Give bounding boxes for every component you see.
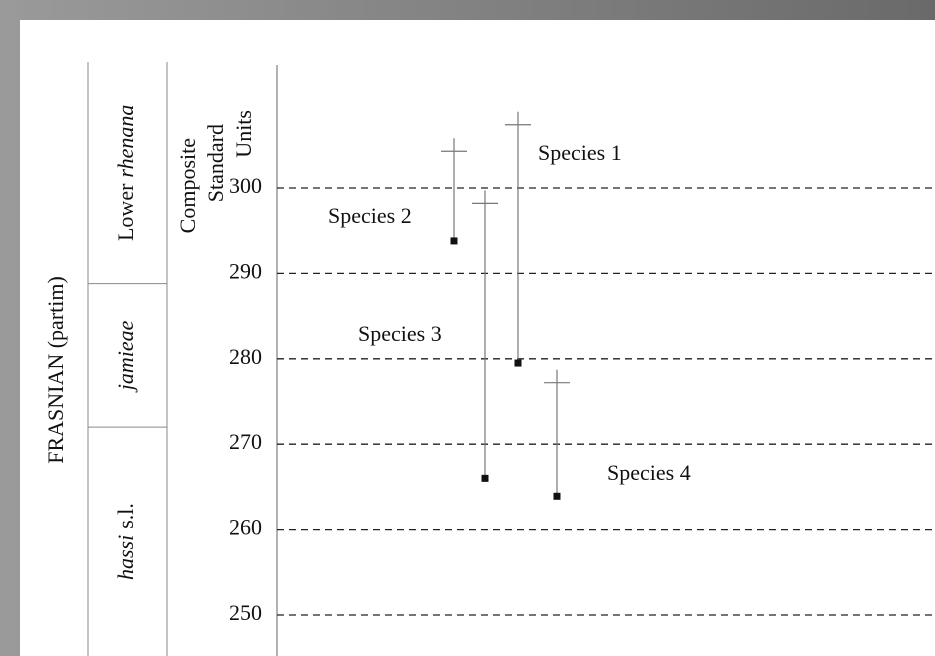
- y-axis-title: Standard: [203, 124, 228, 202]
- first-occurrence: [514, 359, 522, 367]
- y-tick-label: 300: [229, 173, 262, 198]
- y-axis-title: Composite: [175, 138, 200, 233]
- zone-label-part: hassi: [113, 535, 138, 580]
- first-occurrence: [553, 492, 561, 500]
- first-occurrence: [450, 237, 458, 245]
- zone-label: Lower rhenana: [113, 105, 138, 241]
- y-tick-label: 270: [229, 429, 262, 454]
- zone-label: jamieae: [113, 320, 138, 393]
- zone-label-part: Lower: [113, 183, 138, 241]
- species-label: Species 4: [607, 460, 691, 485]
- species-label: Species 1: [538, 140, 622, 165]
- y-tick-label: 280: [229, 344, 262, 369]
- first-occurrence: [481, 474, 489, 482]
- y-tick-label: 260: [229, 515, 262, 540]
- stage-title: FRASNIAN (partim): [43, 276, 68, 464]
- panel: [20, 20, 935, 656]
- y-tick-label: 250: [229, 600, 262, 625]
- zone-label-part: rhenana: [113, 105, 138, 178]
- species-label: Species 3: [358, 321, 442, 346]
- zone-label-part: s.l.: [113, 503, 138, 529]
- zone-label-part: jamieae: [113, 320, 138, 393]
- y-axis-title: Units: [231, 110, 256, 158]
- zone-label: hassi s.l.: [113, 503, 138, 580]
- species-label: Species 2: [328, 203, 412, 228]
- y-tick-label: 290: [229, 258, 262, 283]
